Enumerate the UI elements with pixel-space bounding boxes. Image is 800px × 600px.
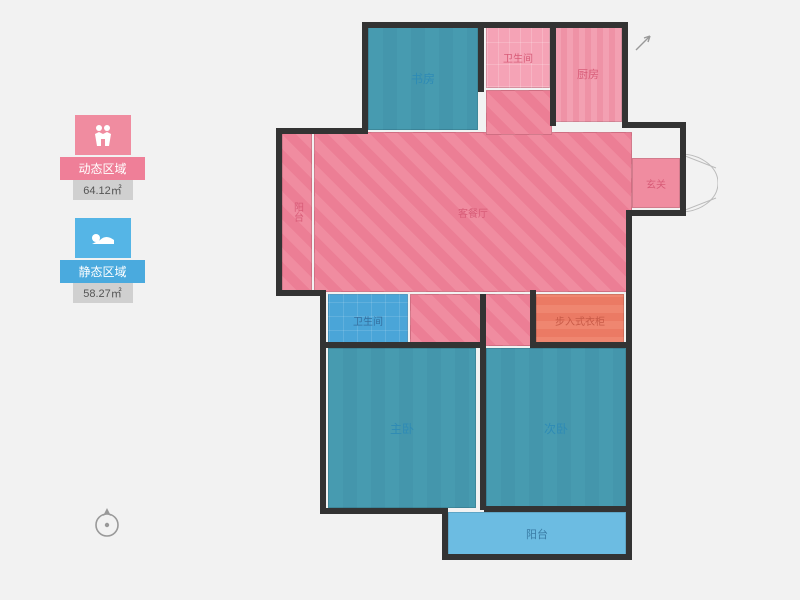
wall-18: [442, 508, 448, 558]
wall-5: [276, 128, 368, 134]
wall-8: [622, 122, 684, 128]
room-label-balcony2: 阳台: [526, 526, 548, 542]
sleep-icon: [75, 218, 131, 258]
room-balcony1: 阳台: [282, 132, 312, 292]
room-living-low: [410, 294, 534, 346]
wall-13: [320, 342, 480, 348]
room-closet: 步入式衣柜: [536, 294, 624, 346]
floorplan: 书房卫生间厨房客餐厅玄关阳台卫生间步入式衣柜主卧次卧阳台: [270, 18, 770, 578]
room-label-balcony1: 阳台: [290, 202, 305, 222]
legend-static: 静态区域 58.27㎡: [60, 218, 145, 303]
room-living-ext: [486, 90, 552, 135]
wall-20: [626, 508, 632, 558]
wall-15: [530, 290, 536, 348]
room-living: 客餐厅: [314, 132, 632, 292]
wall-2: [478, 22, 484, 92]
legend-static-value: 58.27㎡: [73, 283, 133, 303]
north-arrow-icon: [632, 32, 654, 54]
room-label-bath2: 卫生间: [353, 313, 383, 328]
room-label-closet: 步入式衣柜: [555, 313, 605, 328]
room-label-study: 书房: [411, 70, 435, 87]
room-entry: 玄关: [632, 158, 680, 208]
room-label-kitchen: 厨房: [577, 66, 599, 82]
room-label-bath1: 卫生间: [503, 50, 533, 65]
wall-9: [680, 122, 686, 214]
wall-14: [480, 294, 486, 510]
room-label-entry: 玄关: [646, 176, 666, 191]
wall-1: [362, 22, 368, 134]
room-master: 主卧: [328, 348, 476, 508]
room-label-master: 主卧: [390, 420, 414, 437]
wall-17: [320, 508, 446, 514]
wall-21: [484, 506, 630, 512]
wall-16: [530, 342, 630, 348]
wall-0: [362, 22, 628, 28]
wall-10: [626, 210, 686, 216]
wall-12: [320, 290, 326, 512]
wall-3: [550, 22, 556, 126]
room-bath2: 卫生间: [328, 294, 408, 346]
room-label-living: 客餐厅: [458, 205, 488, 220]
wall-19: [442, 554, 632, 560]
legend: 动态区域 64.12㎡ 静态区域 58.27㎡: [60, 115, 145, 321]
wall-6: [276, 128, 282, 296]
wall-11: [626, 210, 632, 510]
room-label-second: 次卧: [544, 420, 568, 437]
room-second: 次卧: [486, 348, 626, 508]
legend-dynamic: 动态区域 64.12㎡: [60, 115, 145, 200]
sleep-icon-svg: [88, 228, 118, 248]
room-bath1: 卫生间: [486, 26, 550, 88]
people-icon-svg: [89, 122, 117, 148]
wall-7: [276, 290, 326, 296]
room-kitchen: 厨房: [554, 26, 622, 122]
people-icon: [75, 115, 131, 155]
room-balcony2: 阳台: [448, 512, 626, 556]
legend-static-label: 静态区域: [60, 260, 145, 283]
legend-dynamic-value: 64.12㎡: [73, 180, 133, 200]
wall-4: [622, 22, 628, 126]
room-study: 书房: [368, 26, 478, 130]
compass-icon: [90, 505, 124, 544]
legend-dynamic-label: 动态区域: [60, 157, 145, 180]
